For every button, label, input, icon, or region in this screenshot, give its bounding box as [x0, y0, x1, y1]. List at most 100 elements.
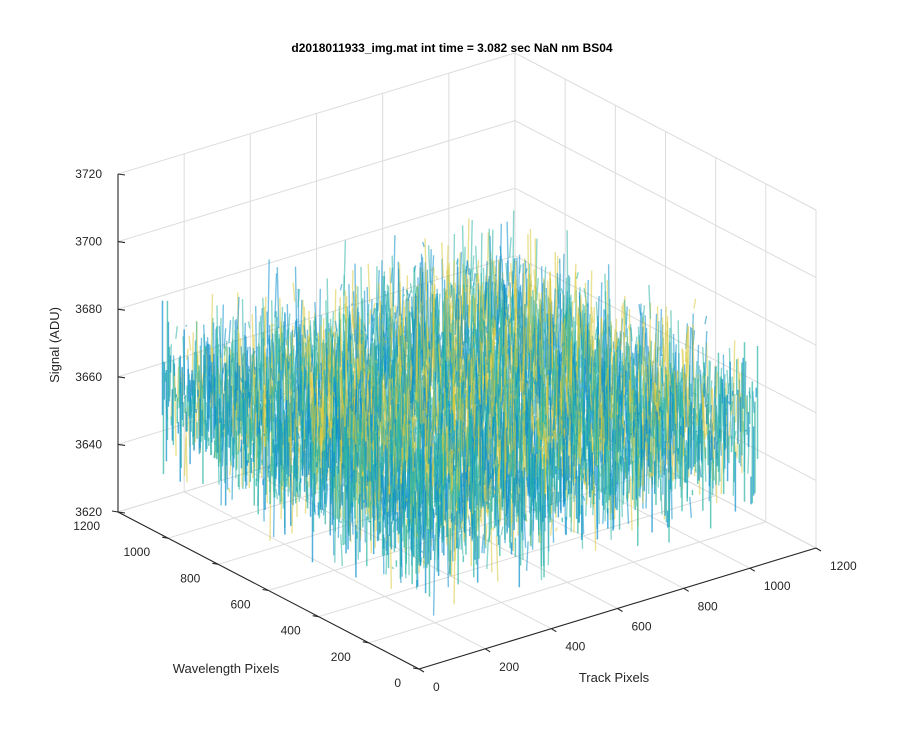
- surface-strand: [246, 350, 250, 399]
- surface-strand: [387, 285, 391, 322]
- surface-strand: [173, 372, 177, 457]
- surface-strand: [282, 313, 286, 358]
- surface-strand: [322, 339, 326, 414]
- surface-strand: [531, 405, 535, 432]
- surface-strand: [509, 317, 512, 324]
- surface-strand: [527, 349, 531, 378]
- surface-strand: [510, 262, 513, 289]
- surface-strand: [659, 478, 663, 515]
- surface-strand: [357, 379, 360, 421]
- surface-strand: [437, 343, 441, 363]
- surface-strand: [732, 340, 736, 415]
- surface-strand: [547, 442, 551, 463]
- surface-strand: [312, 372, 315, 429]
- surface-strand: [643, 369, 647, 409]
- surface-strand: [519, 363, 522, 393]
- surface-strand: [395, 419, 399, 471]
- surface-strand: [455, 258, 459, 321]
- surface-strand: [507, 334, 511, 370]
- surface-strand: [430, 425, 433, 431]
- surface-strand: [381, 497, 385, 520]
- surface-strand: [374, 266, 378, 410]
- surface-strand: [236, 296, 240, 330]
- surface-strand: [241, 353, 245, 363]
- surface-strand: [500, 385, 503, 402]
- surface-strand: [351, 333, 355, 368]
- surface-strand: [419, 339, 423, 350]
- surface-strand: [239, 377, 243, 383]
- surface-strand: [423, 306, 426, 339]
- surface-strand: [568, 294, 572, 348]
- surface-strand: [390, 377, 394, 387]
- surface-strand: [175, 326, 178, 339]
- surface-strand: [403, 335, 407, 356]
- surface-strand: [464, 275, 467, 293]
- surface-strand: [351, 358, 354, 401]
- surface-strand: [648, 284, 652, 319]
- surface-strand: [573, 263, 577, 303]
- surface-strand: [626, 343, 630, 361]
- surface-strand: [512, 333, 516, 353]
- surface-strand: [252, 348, 256, 375]
- surface-strand: [321, 318, 325, 420]
- surface-strand: [551, 355, 555, 383]
- surface-strand: [552, 430, 556, 439]
- surface-strand: [346, 306, 350, 347]
- surface-strand: [582, 495, 586, 501]
- surface-strand: [313, 320, 316, 386]
- surface-strand: [654, 405, 658, 417]
- surface-strand: [662, 382, 665, 386]
- surface-strand: [257, 379, 261, 428]
- surface-strand: [274, 464, 277, 498]
- surface-strand: [355, 307, 359, 359]
- surface-strand: [227, 487, 231, 493]
- surface-strand: [730, 376, 733, 411]
- surface-strand: [535, 303, 539, 318]
- surface-strand: [459, 251, 463, 296]
- surface-strand: [415, 400, 419, 410]
- surface-strand: [590, 306, 594, 323]
- surface-strand: [340, 534, 343, 567]
- surface-strand: [415, 284, 419, 400]
- surface-strand: [479, 232, 483, 339]
- surface-strand: [426, 326, 430, 342]
- surface-strand: [269, 339, 273, 381]
- surface-strand: [334, 320, 338, 332]
- surface-strand: [377, 316, 381, 343]
- surface-strand: [263, 306, 267, 399]
- surface-strand: [682, 349, 686, 426]
- surface-strand: [222, 363, 226, 374]
- surface-strand: [571, 334, 575, 350]
- surface-strand: [737, 357, 741, 403]
- surface-strand: [440, 413, 444, 436]
- surface-strand: [452, 515, 456, 522]
- surface-strand: [470, 319, 474, 329]
- surface-strand: [720, 443, 724, 495]
- surface-strand: [493, 342, 497, 346]
- surface-strand: [495, 535, 499, 582]
- surface-strand: [453, 288, 457, 318]
- surface-strand: [565, 378, 569, 415]
- surface-strand: [315, 337, 319, 342]
- surface-strand: [652, 443, 656, 477]
- surface-strand: [530, 424, 533, 454]
- surface-strand: [237, 326, 240, 490]
- surface-strand: [534, 238, 538, 382]
- surface-strand: [502, 284, 506, 348]
- surface-strand: [395, 305, 399, 319]
- surface-strand: [462, 246, 466, 320]
- surface-strand: [653, 341, 656, 364]
- surface-strand: [218, 325, 222, 358]
- surface-strand: [517, 254, 521, 319]
- surface-strand: [310, 344, 314, 373]
- surface-strand: [517, 469, 520, 488]
- surface-strand: [407, 311, 411, 389]
- surface-strand: [506, 304, 510, 321]
- surface-strand: [409, 283, 413, 293]
- surface-strand: [412, 394, 416, 416]
- surface-strand: [353, 384, 356, 388]
- surface-strand: [539, 292, 543, 323]
- surface-strand: [486, 379, 490, 412]
- surface-strand: [376, 404, 380, 419]
- surface-strand: [344, 303, 348, 324]
